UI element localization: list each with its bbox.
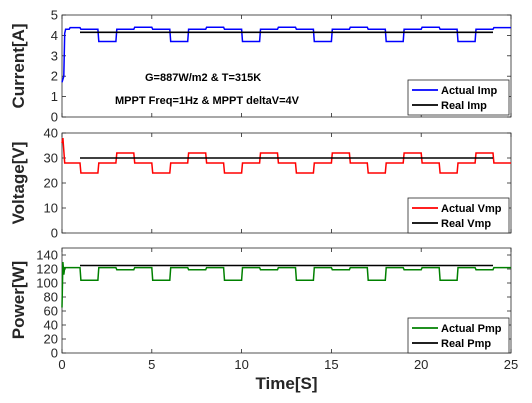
- y-tick-label: 3: [51, 48, 58, 63]
- legend-box-2: [407, 197, 510, 234]
- annotation: G=887W/m2 & T=315K: [145, 72, 261, 84]
- legend-entry: Real Vmp: [441, 218, 491, 230]
- legend-entry: Actual Imp: [441, 85, 498, 97]
- y-axis-label: Voltage[V]: [9, 142, 28, 225]
- legend-box-3: [407, 317, 510, 354]
- y-tick-label: 1: [51, 89, 58, 104]
- y-tick-label: 0: [51, 110, 58, 125]
- series-line-actual-pmp: [61, 261, 511, 308]
- y-tick-label: 4: [51, 28, 58, 43]
- y-axis-label: Power[W]: [9, 261, 28, 339]
- legend-box-1: [407, 79, 510, 116]
- y-tick-label: 20: [44, 332, 58, 347]
- y-tick-label: 40: [44, 318, 58, 333]
- y-tick-label: 20: [44, 176, 58, 191]
- x-tick-label: 15: [324, 357, 338, 372]
- x-tick-label: 10: [234, 357, 248, 372]
- y-tick-label: 5: [51, 8, 58, 23]
- y-tick-label: 40: [44, 126, 58, 141]
- annotation: MPPT Freq=1Hz & MPPT deltaV=4V: [115, 95, 300, 107]
- y-tick-label: 140: [36, 248, 58, 263]
- x-axis-label: Time[S]: [255, 374, 317, 393]
- x-tick-label: 25: [504, 357, 518, 372]
- x-tick-label: 5: [148, 357, 155, 372]
- y-tick-label: 10: [44, 201, 58, 216]
- y-axis-label: Current[A]: [9, 24, 28, 109]
- x-tick-label: 20: [414, 357, 428, 372]
- legend-entry: Actual Pmp: [441, 323, 502, 335]
- x-tick-label: 0: [58, 357, 65, 372]
- legend-entry: Real Imp: [441, 100, 487, 112]
- y-tick-label: 0: [51, 346, 58, 361]
- series-line-actual-imp: [61, 26, 511, 83]
- y-tick-label: 2: [51, 69, 58, 84]
- y-tick-label: 120: [36, 262, 58, 277]
- series-line-actual-vmp: [61, 137, 511, 174]
- y-tick-label: 60: [44, 304, 58, 319]
- y-tick-label: 0: [51, 226, 58, 241]
- legend-entry: Actual Vmp: [441, 203, 502, 215]
- y-tick-label: 100: [36, 276, 58, 291]
- y-tick-label: 30: [44, 151, 58, 166]
- y-tick-label: 80: [44, 290, 58, 305]
- legend-entry: Real Pmp: [441, 338, 491, 350]
